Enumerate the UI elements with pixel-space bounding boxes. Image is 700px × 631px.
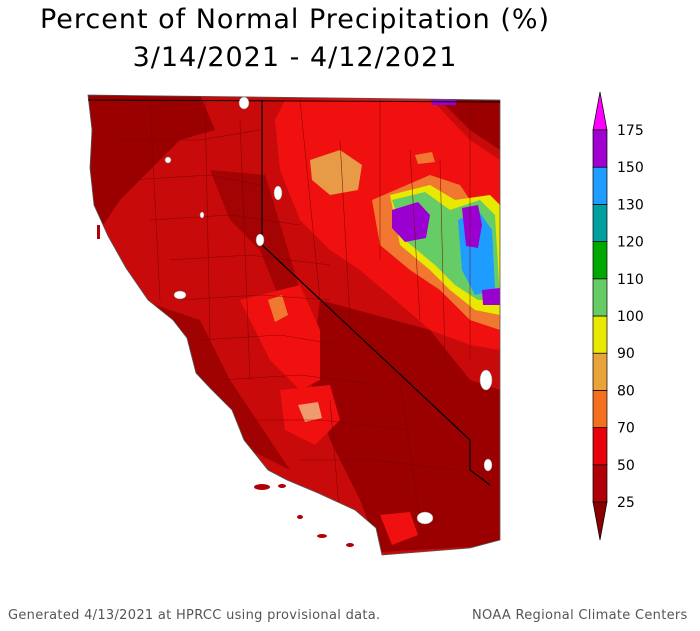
purple-region-east-3 xyxy=(482,288,500,305)
legend-top-arrow xyxy=(592,91,608,131)
orange-region-south xyxy=(298,402,322,422)
legend-swatch-110 xyxy=(592,241,608,280)
or-border xyxy=(87,99,501,103)
ca-nv-border xyxy=(261,100,491,486)
orange-region-sierra xyxy=(268,295,288,322)
purple-region-east-1 xyxy=(392,202,430,242)
dark-region-south-nevada xyxy=(310,300,500,552)
bright-red-region-top xyxy=(330,100,395,135)
footer-generated-text: Generated 4/13/2021 at HPRCC using provi… xyxy=(8,608,381,623)
dark-region-coast xyxy=(140,300,290,470)
bright-red-region-sierra xyxy=(240,285,320,390)
legend-label-130: 130 xyxy=(617,197,644,213)
legend-swatch-90 xyxy=(592,315,608,354)
map-date-range: 3/14/2021 - 4/12/2021 xyxy=(132,42,458,73)
legend-swatch-120 xyxy=(592,204,608,242)
lakes xyxy=(164,96,493,525)
legend-label-175: 175 xyxy=(617,123,644,139)
precipitation-map xyxy=(87,94,501,556)
footer-source-text: NOAA Regional Climate Centers xyxy=(472,608,688,623)
legend-swatch-150 xyxy=(592,129,608,168)
legend-label-90: 90 xyxy=(617,346,635,362)
legend-swatch-25 xyxy=(592,464,608,503)
legend-label-100: 100 xyxy=(617,309,644,325)
offshore-mark xyxy=(97,225,100,239)
purple-region-east-2 xyxy=(462,205,482,248)
orange-region-nv-north xyxy=(310,150,362,195)
legend-label-110: 110 xyxy=(617,272,644,288)
legend-label-80: 80 xyxy=(617,383,635,399)
bright-red-region-la xyxy=(380,512,418,545)
channel-islands xyxy=(254,484,354,547)
legend-swatch-80 xyxy=(592,352,608,391)
legend-swatch-50 xyxy=(592,427,608,466)
orange-region-patch xyxy=(415,152,435,164)
legend-label-70: 70 xyxy=(617,421,635,437)
dark-region-central-valley xyxy=(210,170,300,300)
legend-label-50: 50 xyxy=(617,458,635,474)
map-title: Percent of Normal Precipitation (%) xyxy=(39,4,551,35)
map-outline xyxy=(87,94,501,556)
legend-label-25: 25 xyxy=(617,495,635,511)
legend-swatch-70 xyxy=(592,390,608,428)
legend: 25 50 70 80 90 100 110 120 130 150 175 xyxy=(592,91,644,541)
legend-label-120: 120 xyxy=(617,235,644,251)
legend-swatch-100 xyxy=(592,278,608,317)
legend-label-150: 150 xyxy=(617,160,644,176)
legend-bottom-arrow xyxy=(592,501,608,541)
dark-region-north-coast xyxy=(88,95,215,230)
legend-swatch-130 xyxy=(592,166,608,205)
